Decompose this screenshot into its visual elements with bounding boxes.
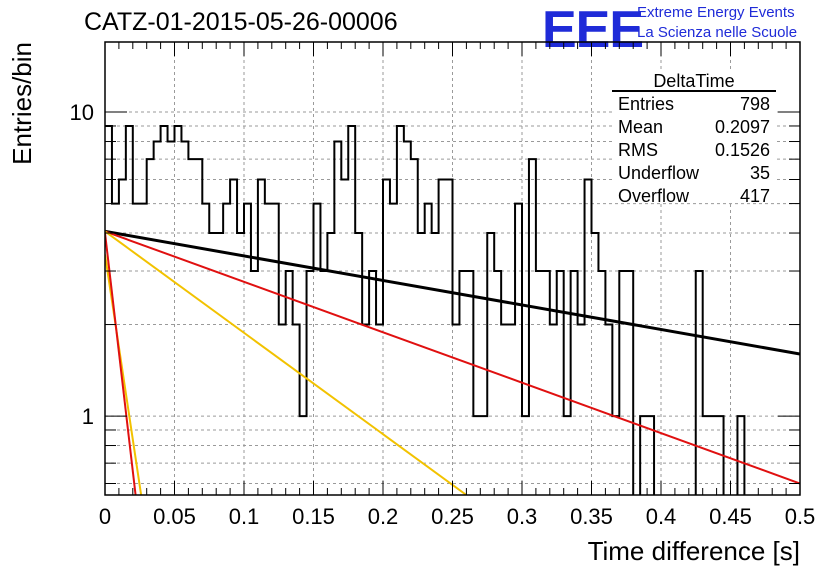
logo-line-1: Extreme Energy Events xyxy=(637,4,795,21)
x-tick-label: 0.1 xyxy=(229,504,260,529)
stats-label-overflow: Overflow xyxy=(618,186,690,206)
x-axis-label: Time difference [s] xyxy=(588,536,800,566)
y-axis-label: Entries/bin xyxy=(7,42,37,165)
stats-value-underflow: 35 xyxy=(750,163,770,183)
stats-label-rms: RMS xyxy=(618,140,658,160)
x-tick-label: 0.3 xyxy=(507,504,538,529)
stats-box: DeltaTime Entries 798 Mean 0.2097 RMS 0.1526 Un… xyxy=(612,70,776,206)
stats-value-rms: 0.1526 xyxy=(715,140,770,160)
fit-line-yellow-3 xyxy=(105,254,143,495)
eee-logo: EEE xyxy=(542,1,644,59)
stats-box-title: DeltaTime xyxy=(653,71,734,91)
stats-value-entries: 798 xyxy=(740,94,770,114)
y-tick-label: 1 xyxy=(82,404,94,429)
y-tick-label: 10 xyxy=(70,100,94,125)
stats-label-entries: Entries xyxy=(618,94,674,114)
logo-line-2: La Scienza nelle Scuole xyxy=(637,24,798,41)
stats-value-mean: 0.2097 xyxy=(715,117,770,137)
x-tick-label: 0 xyxy=(99,504,111,529)
fit-line-yellow-2 xyxy=(105,230,467,495)
stats-label-mean: Mean xyxy=(618,117,663,137)
x-tick-label: 0.4 xyxy=(646,504,677,529)
x-tick-label: 0.2 xyxy=(368,504,399,529)
x-tick-label: 0.35 xyxy=(570,504,613,529)
x-tick-label: 0.45 xyxy=(709,504,752,529)
x-tick-label: 0.5 xyxy=(785,504,816,529)
tick-marks xyxy=(104,42,801,495)
fit-line-black-0 xyxy=(105,229,800,356)
fit-line-red-1 xyxy=(105,230,800,485)
fit-line-red-4 xyxy=(105,232,137,495)
x-tick-label: 0.05 xyxy=(153,504,196,529)
stats-value-overflow: 417 xyxy=(740,186,770,206)
stats-label-underflow: Underflow xyxy=(618,163,700,183)
x-tick-label: 0.15 xyxy=(292,504,335,529)
x-tick-label: 0.25 xyxy=(431,504,474,529)
histogram-steps xyxy=(105,124,746,495)
run-title: CATZ-01-2015-05-26-00006 xyxy=(84,8,398,36)
